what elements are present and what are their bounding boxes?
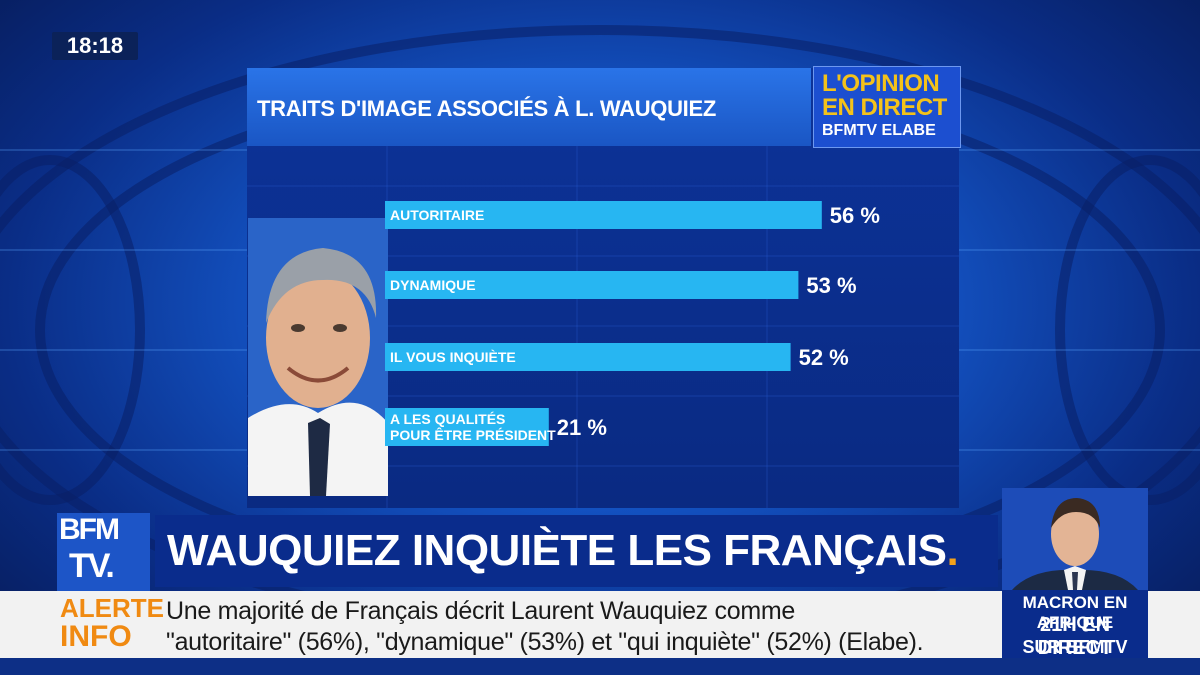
alerte-label-line1: ALERTE — [60, 593, 164, 623]
bfmtv-logo-top: BFM — [59, 513, 120, 546]
clock-time: 18:18 — [52, 32, 138, 60]
headline-dot: . — [946, 526, 959, 575]
headline-bar: WAUQUIEZ INQUIÈTE LES FRANÇAIS. — [155, 515, 998, 587]
bfmtv-logo: BFM TV. — [57, 513, 150, 591]
promo-line2: 21H EN DIRECT — [1037, 614, 1113, 659]
news-ticker — [0, 591, 1200, 658]
logo-line-1: L'OPINION — [822, 70, 940, 97]
ticker-text-line1: Une majorité de Français décrit Laurent … — [166, 597, 795, 625]
wauquiez-portrait-image — [248, 218, 388, 496]
ticker-text-line2: "autoritaire" (56%), "dynamique" (53%) e… — [166, 628, 924, 656]
alerte-label-line2: INFO — [60, 620, 132, 653]
bottom-strip — [0, 658, 1200, 675]
promo-line1: MACRON EN AFRIQUE — [1022, 593, 1128, 632]
logo-line-2: EN DIRECT — [822, 94, 947, 121]
panel-header: TRAITS D'IMAGE ASSOCIÉS À L. WAUQUIEZ — [247, 68, 811, 146]
bfmtv-logo-bottom: TV. — [69, 547, 115, 585]
promo-box: MACRON EN AFRIQUE 21H EN DIRECT SUR BFMT… — [1002, 590, 1148, 660]
opinion-en-direct-logo: L'OPINION EN DIRECT BFMTV ELABE — [813, 66, 961, 148]
alerte-info-label: ALERTE INFO — [60, 594, 164, 652]
logo-line-3: BFMTV ELABE — [822, 122, 936, 139]
headline-text: WAUQUIEZ INQUIÈTE LES FRANÇAIS — [167, 526, 947, 575]
chart-title: TRAITS D'IMAGE ASSOCIÉS À L. WAUQUIEZ — [257, 96, 717, 121]
headline: WAUQUIEZ INQUIÈTE LES FRANÇAIS. — [167, 526, 959, 575]
ticker-text: Une majorité de Français décrit Laurent … — [166, 596, 1001, 658]
macron-portrait-image — [1002, 488, 1148, 590]
promo-line3: SUR BFMTV — [1022, 637, 1128, 657]
